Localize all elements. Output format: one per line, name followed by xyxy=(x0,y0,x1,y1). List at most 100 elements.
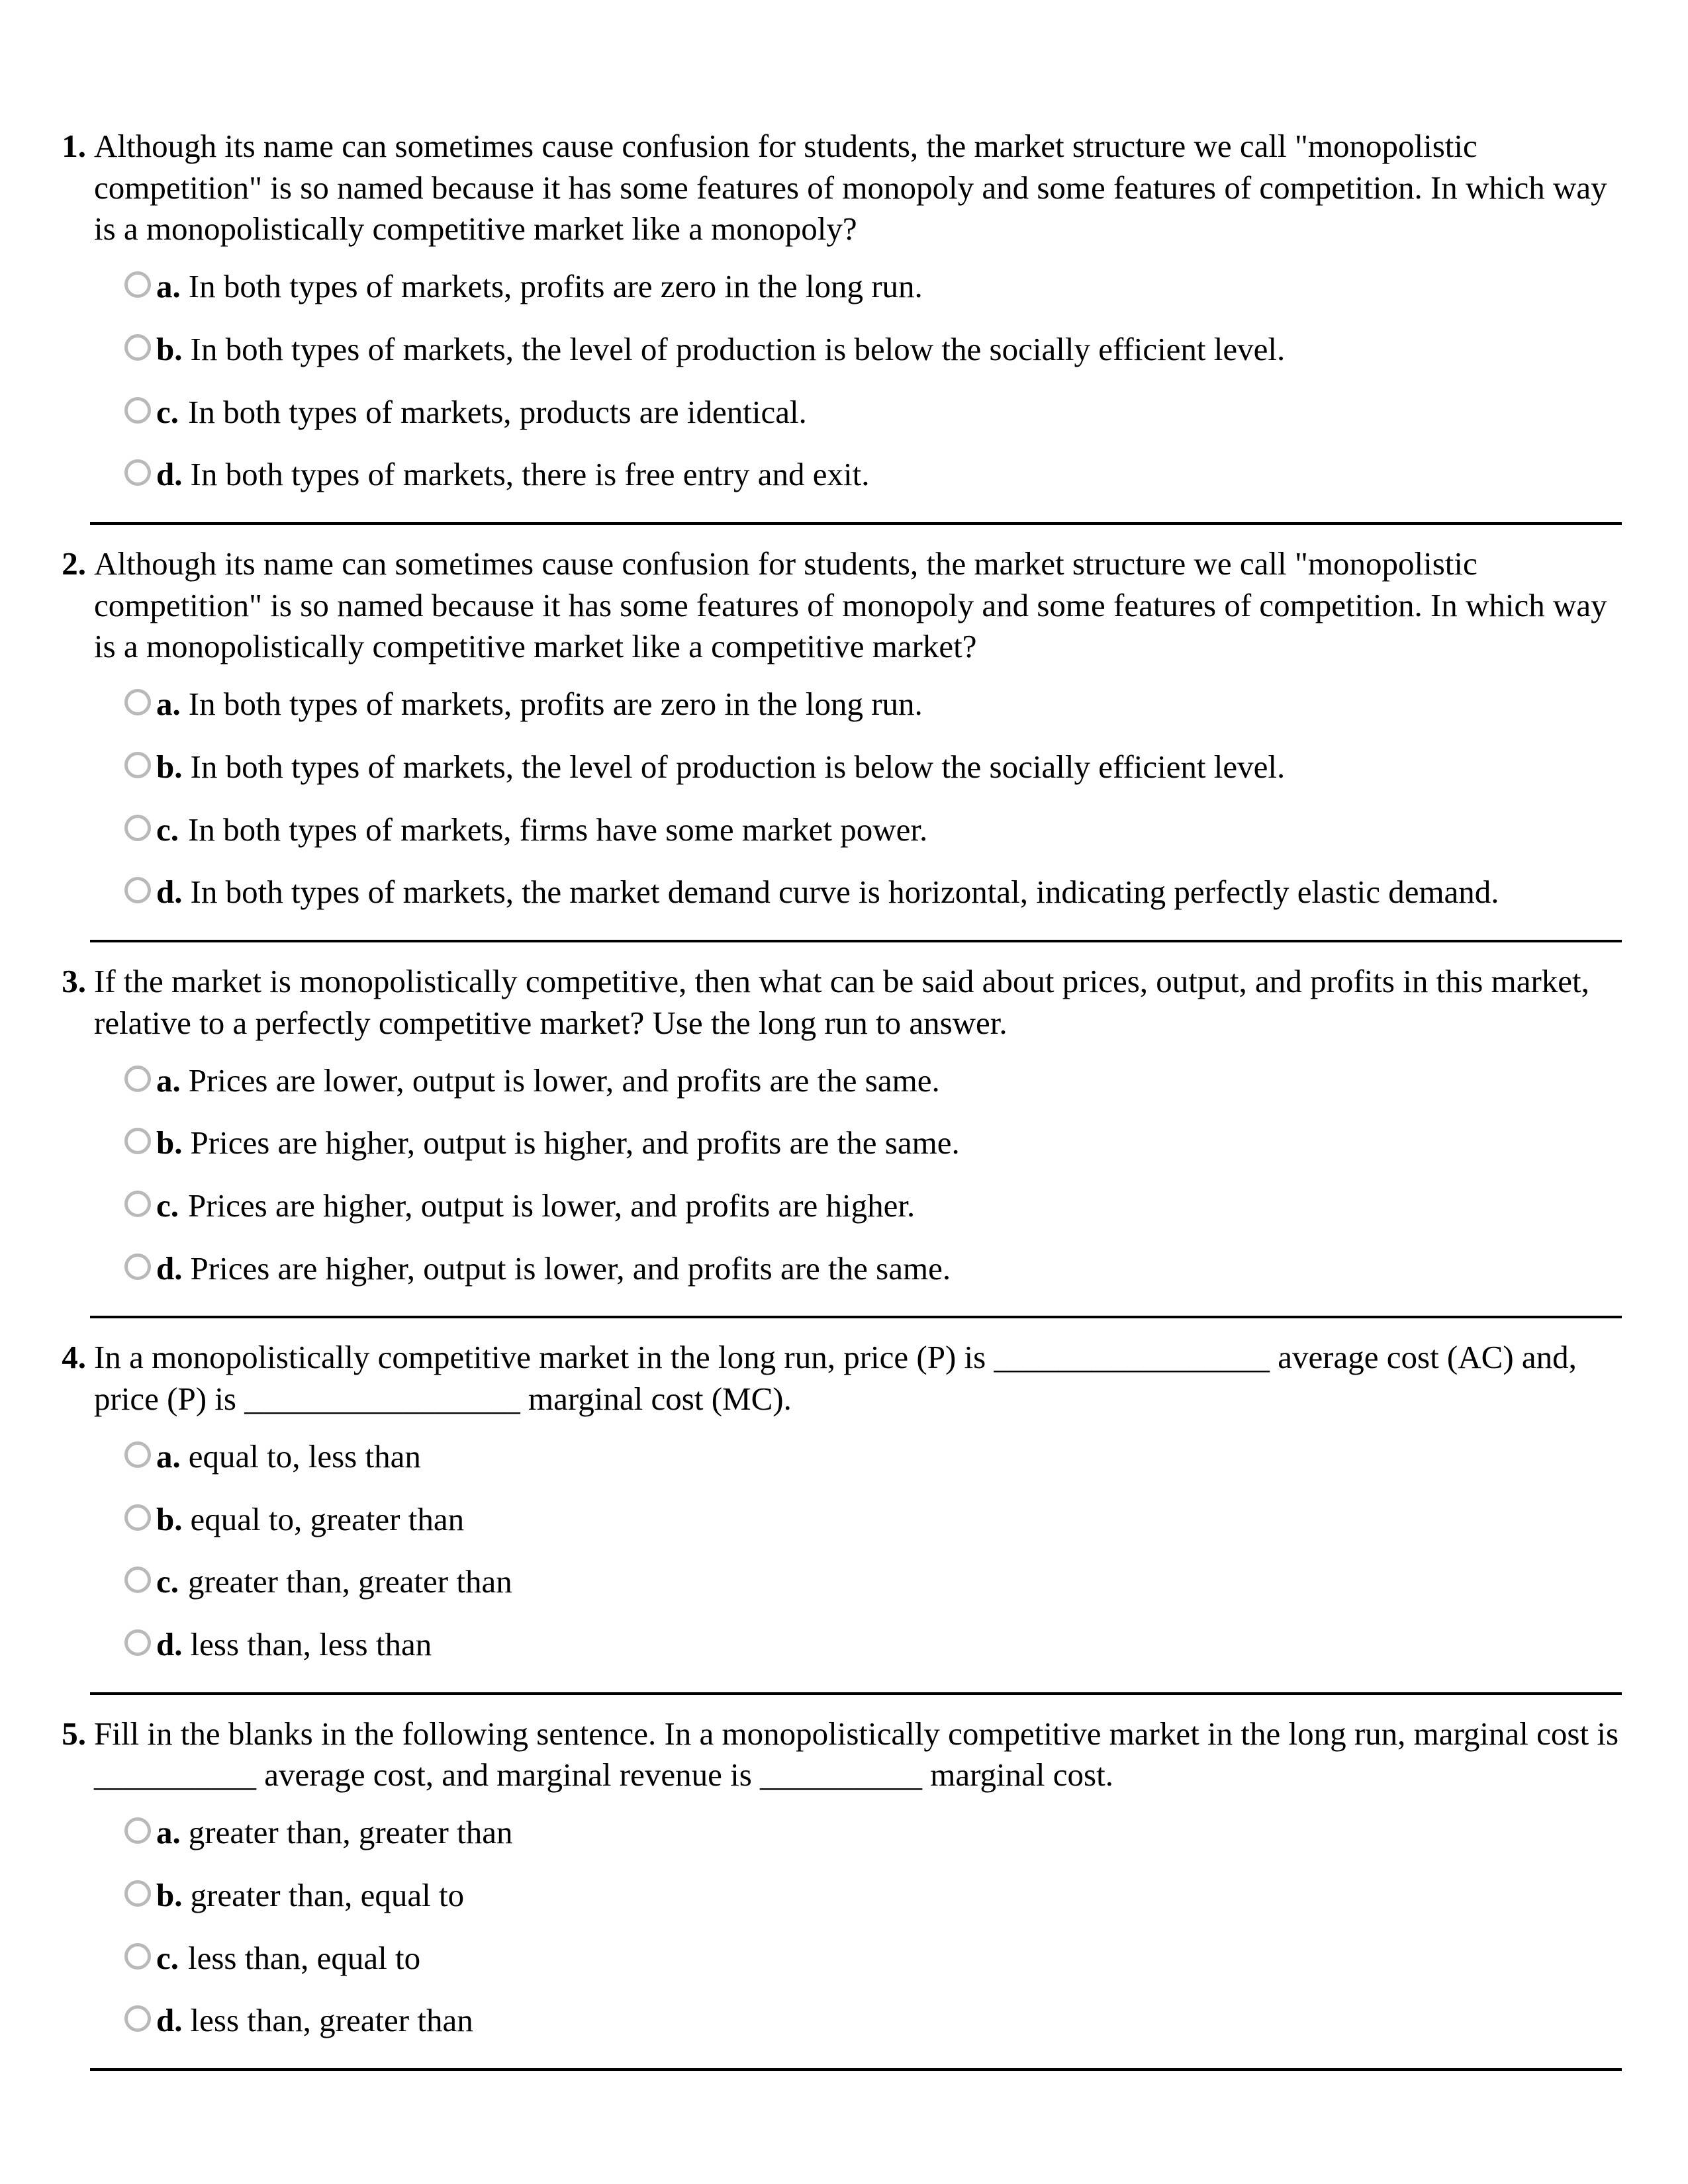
question-stem: 1. Although its name can sometimes cause… xyxy=(53,126,1622,266)
question-divider xyxy=(90,2068,1622,2071)
option-b[interactable]: b. equal to, greater than xyxy=(124,1499,1622,1541)
option-d[interactable]: d. In both types of markets, there is fr… xyxy=(124,454,1622,496)
option-a[interactable]: a. greater than, greater than xyxy=(124,1812,1622,1854)
option-letter: d. xyxy=(156,2000,191,2042)
radio-icon[interactable] xyxy=(124,1128,151,1154)
option-text: Prices are lower, output is lower, and p… xyxy=(189,1060,1622,1102)
option-text: Prices are higher, output is lower, and … xyxy=(188,1185,1622,1227)
option-c[interactable]: c. In both types of markets, firms have … xyxy=(124,809,1622,851)
option-b[interactable]: b. greater than, equal to xyxy=(124,1875,1622,1917)
option-text: In both types of markets, the market dem… xyxy=(191,872,1622,913)
radio-icon[interactable] xyxy=(124,1504,151,1531)
radio-icon[interactable] xyxy=(124,459,151,486)
option-letter: a. xyxy=(156,1436,189,1478)
option-letter: c. xyxy=(156,1185,188,1227)
option-b[interactable]: b. In both types of markets, the level o… xyxy=(124,329,1622,371)
option-letter: b. xyxy=(156,1499,191,1541)
radio-icon[interactable] xyxy=(124,397,151,424)
option-c[interactable]: c. greater than, greater than xyxy=(124,1561,1622,1603)
radio-icon[interactable] xyxy=(124,1817,151,1844)
radio-icon[interactable] xyxy=(124,877,151,903)
option-text: In both types of markets, firms have som… xyxy=(188,809,1622,851)
question-text: In a monopolistically competitive market… xyxy=(94,1337,1622,1420)
option-text: In both types of markets, the level of p… xyxy=(191,329,1622,371)
option-d[interactable]: d. less than, less than xyxy=(124,1624,1622,1666)
option-a[interactable]: a. In both types of markets, profits are… xyxy=(124,266,1622,308)
option-c[interactable]: c. less than, equal to xyxy=(124,1938,1622,1979)
option-text: In both types of markets, products are i… xyxy=(188,392,1622,433)
question-2: 2. Although its name can sometimes cause… xyxy=(53,543,1622,940)
option-letter: d. xyxy=(156,454,191,496)
options-list: a. equal to, less than b. equal to, grea… xyxy=(53,1436,1622,1692)
option-letter: a. xyxy=(156,1812,189,1854)
radio-icon[interactable] xyxy=(124,1253,151,1280)
question-4: 4. In a monopolistically competitive mar… xyxy=(53,1337,1622,1692)
radio-icon[interactable] xyxy=(124,1066,151,1092)
option-letter: d. xyxy=(156,1624,191,1666)
question-divider xyxy=(90,522,1622,525)
radio-icon[interactable] xyxy=(124,1191,151,1217)
question-text: Fill in the blanks in the following sent… xyxy=(94,1713,1622,1796)
question-5: 5. Fill in the blanks in the following s… xyxy=(53,1713,1622,2068)
question-number: 5. xyxy=(53,1713,94,1755)
option-letter: d. xyxy=(156,872,191,913)
option-c[interactable]: c. Prices are higher, output is lower, a… xyxy=(124,1185,1622,1227)
option-a[interactable]: a. Prices are lower, output is lower, an… xyxy=(124,1060,1622,1102)
option-text: In both types of markets, the level of p… xyxy=(191,747,1622,788)
radio-icon[interactable] xyxy=(124,2005,151,2032)
option-a[interactable]: a. equal to, less than xyxy=(124,1436,1622,1478)
question-1: 1. Although its name can sometimes cause… xyxy=(53,126,1622,522)
radio-icon[interactable] xyxy=(124,1441,151,1468)
quiz-page: 1. Although its name can sometimes cause… xyxy=(0,0,1688,2184)
radio-icon[interactable] xyxy=(124,1629,151,1656)
radio-icon[interactable] xyxy=(124,752,151,778)
option-letter: b. xyxy=(156,1875,191,1917)
question-divider xyxy=(90,940,1622,942)
option-d[interactable]: d. Prices are higher, output is lower, a… xyxy=(124,1248,1622,1290)
radio-icon[interactable] xyxy=(124,334,151,361)
radio-icon[interactable] xyxy=(124,1880,151,1907)
radio-icon[interactable] xyxy=(124,815,151,841)
options-list: a. In both types of markets, profits are… xyxy=(53,266,1622,522)
options-list: a. Prices are lower, output is lower, an… xyxy=(53,1060,1622,1316)
radio-icon[interactable] xyxy=(124,271,151,298)
option-text: Prices are higher, output is higher, and… xyxy=(191,1122,1622,1164)
option-letter: a. xyxy=(156,1060,189,1102)
options-list: a. greater than, greater than b. greater… xyxy=(53,1812,1622,2068)
question-number: 2. xyxy=(53,543,94,585)
option-text: equal to, greater than xyxy=(191,1499,1622,1541)
option-letter: d. xyxy=(156,1248,191,1290)
option-text: In both types of markets, profits are ze… xyxy=(189,266,1622,308)
question-number: 3. xyxy=(53,961,94,1003)
option-letter: a. xyxy=(156,684,189,725)
option-text: In both types of markets, profits are ze… xyxy=(189,684,1622,725)
option-a[interactable]: a. In both types of markets, profits are… xyxy=(124,684,1622,725)
option-c[interactable]: c. In both types of markets, products ar… xyxy=(124,392,1622,433)
question-stem: 4. In a monopolistically competitive mar… xyxy=(53,1337,1622,1435)
option-b[interactable]: b. Prices are higher, output is higher, … xyxy=(124,1122,1622,1164)
option-text: greater than, greater than xyxy=(189,1812,1622,1854)
question-text: Although its name can sometimes cause co… xyxy=(94,126,1622,250)
radio-icon[interactable] xyxy=(124,689,151,715)
radio-icon[interactable] xyxy=(124,1567,151,1593)
question-number: 4. xyxy=(53,1337,94,1379)
option-letter: b. xyxy=(156,329,191,371)
option-text: less than, greater than xyxy=(191,2000,1622,2042)
option-text: less than, equal to xyxy=(188,1938,1622,1979)
radio-icon[interactable] xyxy=(124,1943,151,1970)
option-b[interactable]: b. In both types of markets, the level o… xyxy=(124,747,1622,788)
option-d[interactable]: d. In both types of markets, the market … xyxy=(124,872,1622,913)
question-stem: 3. If the market is monopolistically com… xyxy=(53,961,1622,1060)
option-text: Prices are higher, output is lower, and … xyxy=(191,1248,1622,1290)
option-letter: b. xyxy=(156,747,191,788)
question-stem: 2. Although its name can sometimes cause… xyxy=(53,543,1622,684)
option-letter: c. xyxy=(156,1938,188,1979)
option-text: equal to, less than xyxy=(189,1436,1622,1478)
question-divider xyxy=(90,1316,1622,1318)
question-divider xyxy=(90,1692,1622,1695)
options-list: a. In both types of markets, profits are… xyxy=(53,684,1622,940)
option-letter: c. xyxy=(156,392,188,433)
question-text: Although its name can sometimes cause co… xyxy=(94,543,1622,668)
option-d[interactable]: d. less than, greater than xyxy=(124,2000,1622,2042)
option-letter: c. xyxy=(156,809,188,851)
